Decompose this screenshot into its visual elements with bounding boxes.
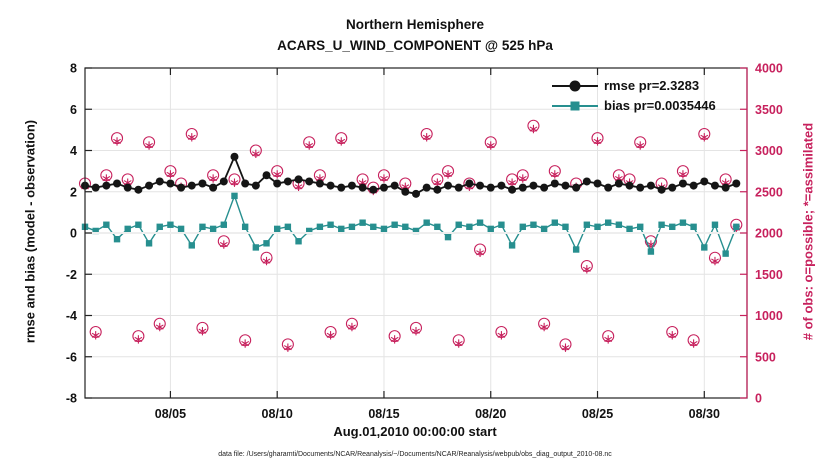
svg-text:2500: 2500: [755, 185, 783, 199]
svg-text:500: 500: [755, 350, 776, 364]
bias-line-marker-icon: [552, 101, 598, 110]
legend-label-bias: bias pr=0.0035446: [604, 98, 716, 113]
svg-text:8: 8: [70, 62, 77, 76]
svg-text:08/10: 08/10: [262, 407, 293, 421]
rmse-line-marker-icon: [552, 80, 598, 91]
svg-text:-6: -6: [66, 350, 77, 364]
svg-text:08/05: 08/05: [155, 407, 186, 421]
legend-item-rmse: rmse pr=2.3283: [552, 78, 716, 93]
svg-text:1500: 1500: [755, 268, 783, 282]
svg-text:0: 0: [70, 227, 77, 241]
svg-text:3000: 3000: [755, 144, 783, 158]
svg-text:6: 6: [70, 103, 77, 117]
svg-text:08/20: 08/20: [475, 407, 506, 421]
svg-text:4000: 4000: [755, 62, 783, 76]
obs-assimilated-series: [81, 124, 741, 352]
x-axis-label: Aug.01,2010 00:00:00 start: [333, 424, 497, 439]
svg-text:-8: -8: [66, 392, 77, 406]
data-file-caption: data file: /Users/gharamti/Documents/NCA…: [218, 451, 612, 458]
svg-text:4: 4: [70, 144, 77, 158]
svg-text:2000: 2000: [755, 227, 783, 241]
axes-box: [84, 67, 748, 399]
svg-text:0: 0: [755, 392, 762, 406]
legend-label-rmse: rmse pr=2.3283: [604, 78, 700, 93]
svg-text:2: 2: [70, 185, 77, 199]
rmse-series: [81, 152, 741, 198]
chart-title-line1: Northern Hemisphere: [345, 17, 485, 32]
svg-text:3500: 3500: [755, 103, 783, 117]
bias-series: [81, 192, 740, 257]
svg-text:08/30: 08/30: [689, 407, 720, 421]
y-axis-label-left: rmse and bias (model - observation): [22, 119, 38, 344]
chart-title: Northern Hemisphere ACARS_U_WIND_COMPONE…: [0, 15, 830, 57]
chart-title-line2: ACARS_U_WIND_COMPONENT @ 525 hPa: [277, 37, 553, 53]
tick-labels: 08/05 08/10 08/15 08/20 08/25 08/30 -8 -6 -4 -2 0 2…: [66, 62, 783, 422]
svg-text:08/15: 08/15: [368, 407, 399, 421]
svg-text:-4: -4: [66, 309, 77, 323]
y-axis-label-right: # of obs: o=possible; *=assimilated: [800, 122, 816, 341]
legend: rmse pr=2.3283 bias pr=0.0035446: [552, 78, 716, 113]
legend-item-bias: bias pr=0.0035446: [552, 98, 716, 113]
svg-text:08/25: 08/25: [582, 407, 613, 421]
svg-text:1000: 1000: [755, 309, 783, 323]
svg-text:-2: -2: [66, 268, 77, 282]
